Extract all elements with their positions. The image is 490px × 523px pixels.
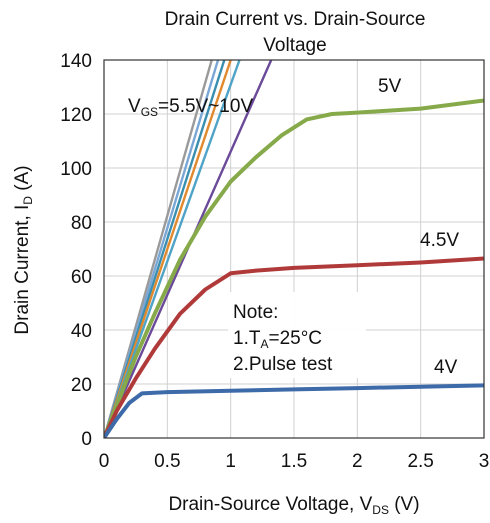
x-tick-label: 0.5 [154, 451, 180, 472]
note-line1: Note: [233, 302, 278, 323]
series-label-4v: 4V [434, 357, 458, 378]
series-line-7v [104, 60, 232, 438]
series-label-5v: 5V [378, 76, 402, 97]
note-line2: 1.TA=25°C [233, 328, 322, 351]
x-axis-label: Drain-Source Voltage, VDS (V) [168, 494, 419, 517]
y-tick-label: 40 [71, 321, 92, 342]
y-tick-labels: 0 20 40 60 80 100 120 140 [60, 51, 92, 450]
x-tick-label: 3 [479, 451, 490, 472]
y-tick-label: 80 [71, 213, 92, 234]
x-tick-labels: 0 0.5 1 1.5 2 2.5 3 [99, 451, 490, 472]
x-tick-label: 2.5 [407, 451, 433, 472]
x-tick-label: 2 [352, 451, 363, 472]
y-tick-label: 0 [81, 429, 92, 450]
note-background [228, 292, 366, 378]
y-tick-label: 20 [71, 375, 92, 396]
series-line-4v [104, 383, 484, 438]
x-tick-label: 0 [99, 451, 110, 472]
y-tick-label: 120 [60, 105, 92, 126]
chart-title-line2: Voltage [263, 35, 326, 56]
note-line3: 2.Pulse test [233, 354, 333, 375]
plot-frame [103, 59, 485, 439]
x-tick-label: 1.5 [281, 451, 307, 472]
y-tick-label: 140 [60, 51, 92, 72]
series-line-4-5v [104, 256, 484, 438]
y-tick-label: 100 [60, 159, 92, 180]
series-line-5v [104, 98, 484, 438]
series-label-4-5v: 4.5V [420, 230, 459, 251]
y-axis-label: Drain Current, ID (A) [12, 165, 35, 334]
chart-title-line1: Drain Current vs. Drain-Source [165, 9, 426, 30]
series-layer [104, 60, 484, 438]
vgs-range-label: VGS=5.5V~10V [128, 96, 253, 119]
y-tick-label: 60 [71, 267, 92, 288]
x-tick-label: 1 [225, 451, 236, 472]
